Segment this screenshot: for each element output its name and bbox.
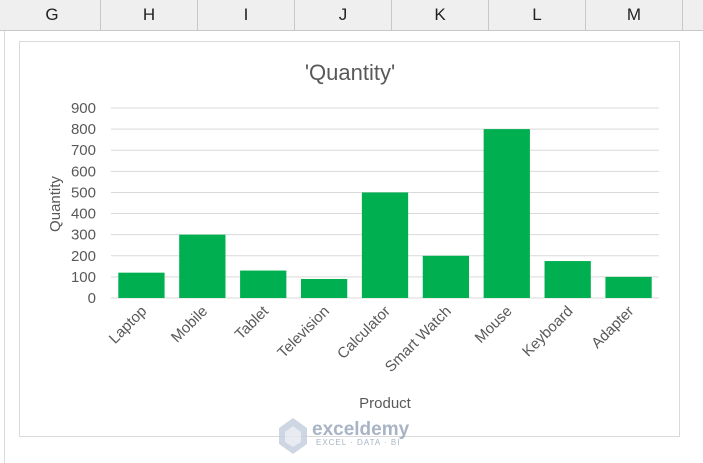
chart-area[interactable] <box>19 41 680 437</box>
y-tick-label: 700 <box>71 142 96 159</box>
exceldemy-logo-icon <box>279 418 307 454</box>
column-header-m[interactable]: M <box>586 0 683 30</box>
column-header-g[interactable]: G <box>4 0 101 30</box>
y-axis-tick-labels: 0 100 200 300 400 500 600 700 800 900 <box>71 100 96 307</box>
bar-television[interactable] <box>300 279 348 298</box>
x-tick-label: Adapter <box>588 303 637 352</box>
watermark-name: exceldemy <box>312 419 410 440</box>
bar-laptop[interactable] <box>118 272 165 298</box>
column-header-l[interactable]: L <box>489 0 586 30</box>
y-tick-label: 200 <box>71 248 96 265</box>
x-tick-label: Mobile <box>168 303 211 346</box>
column-header-row: G H I J K L M <box>0 0 703 31</box>
x-axis-tick-labels: Laptop Mobile Tablet Television CalculatorSm… <box>106 302 638 376</box>
x-tick-label: Television <box>274 303 333 362</box>
chart-title[interactable]: 'Quantity' <box>305 60 395 85</box>
column-header-h[interactable]: H <box>101 0 198 30</box>
y-tick-label: 400 <box>71 206 96 223</box>
bar-mobile[interactable] <box>179 234 226 298</box>
y-tick-label: 600 <box>71 163 96 180</box>
bar-tablet[interactable] <box>240 270 287 298</box>
column-header-i[interactable]: I <box>198 0 295 30</box>
x-axis-title[interactable]: Product <box>359 395 412 412</box>
x-tick-label: Keyboard <box>519 303 576 360</box>
x-tick-label: Mouse <box>472 303 516 347</box>
bar-calculator[interactable] <box>361 192 409 298</box>
y-tick-label: 800 <box>71 121 96 138</box>
y-axis-title[interactable]: Quantity <box>47 176 64 232</box>
bar-keyboard[interactable] <box>544 261 591 298</box>
y-tick-label: 500 <box>71 184 96 201</box>
x-tick-label: Tablet <box>232 302 273 343</box>
bar-adapter[interactable] <box>605 276 652 298</box>
x-tick-label: Calculator <box>334 303 394 363</box>
bar-mouse[interactable] <box>483 129 530 298</box>
column-header-k[interactable]: K <box>392 0 489 30</box>
y-tick-label: 300 <box>71 227 96 244</box>
watermark-tagline: EXCEL · DATA · BI <box>316 438 400 447</box>
y-tick-label: 900 <box>71 100 96 117</box>
y-tick-label: 100 <box>71 269 96 286</box>
watermark: exceldemy EXCEL · DATA · BI <box>279 418 410 454</box>
column-header-j[interactable]: J <box>295 0 392 30</box>
y-tick-label: 0 <box>88 290 96 307</box>
bar-smart-watch[interactable] <box>422 255 470 298</box>
x-tick-label: Laptop <box>106 303 150 347</box>
sheet-gridline <box>4 31 5 463</box>
bars <box>118 129 652 298</box>
